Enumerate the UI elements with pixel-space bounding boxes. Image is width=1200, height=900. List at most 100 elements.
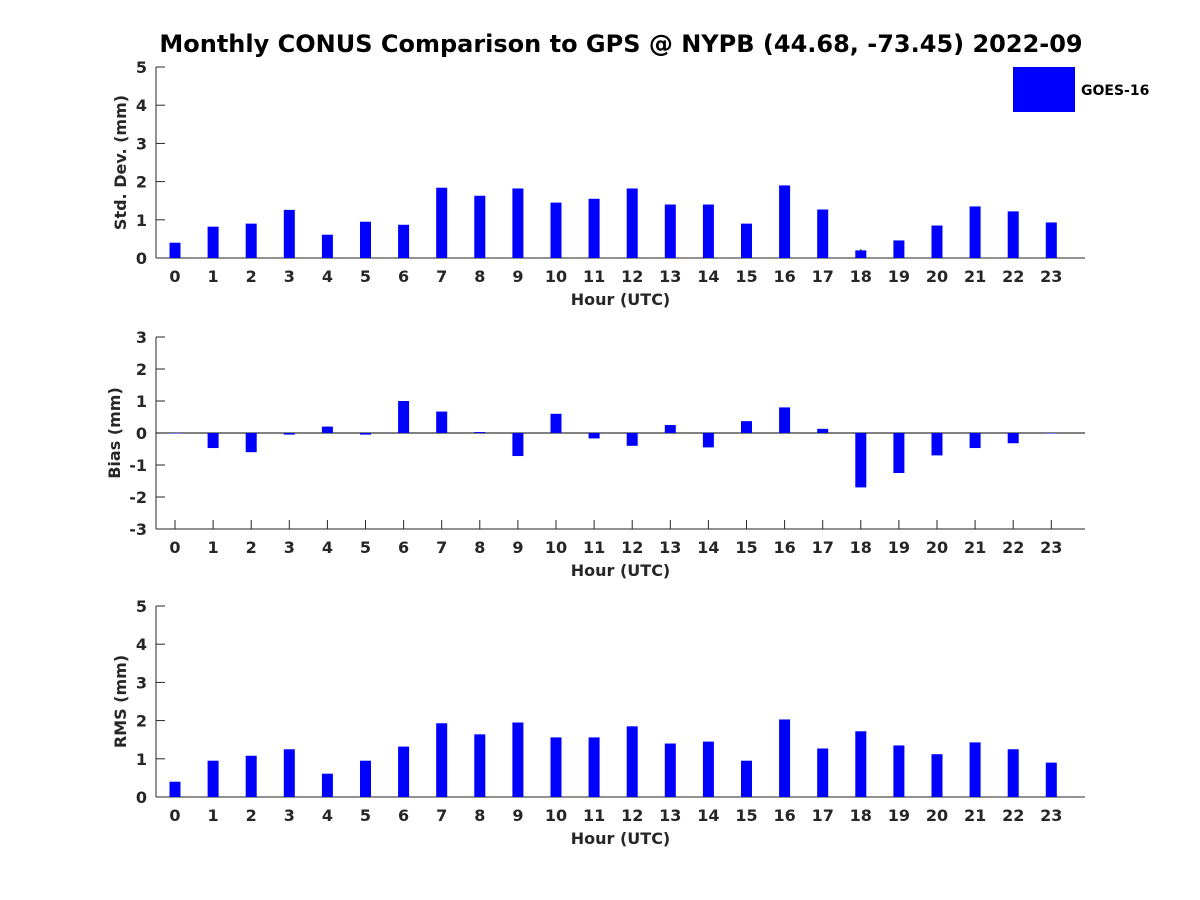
bar xyxy=(702,741,714,797)
x-tick-label: 4 xyxy=(322,267,333,286)
bar xyxy=(169,781,181,797)
x-tick-label: 18 xyxy=(850,538,872,557)
bar xyxy=(741,760,752,797)
bar xyxy=(474,734,486,797)
x-tick-label: 14 xyxy=(697,538,719,557)
bar xyxy=(626,188,638,258)
x-axis-label: Hour (UTC) xyxy=(571,829,671,848)
bar xyxy=(550,413,562,433)
bar xyxy=(207,433,219,449)
bar xyxy=(741,421,752,433)
x-tick-label: 6 xyxy=(398,806,409,825)
x-tick-label: 15 xyxy=(735,806,757,825)
bar xyxy=(283,749,295,797)
x-tick-label: 23 xyxy=(1040,538,1062,557)
x-tick-label: 18 xyxy=(850,267,872,286)
x-tick-label: 15 xyxy=(735,538,757,557)
bar xyxy=(169,433,181,434)
x-tick-label: 8 xyxy=(474,267,485,286)
x-tick-label: 14 xyxy=(697,267,719,286)
bar xyxy=(169,242,181,258)
bar xyxy=(512,188,524,258)
x-tick-label: 2 xyxy=(246,806,257,825)
bar xyxy=(245,755,257,797)
y-tick-label: 2 xyxy=(136,360,147,379)
bar xyxy=(207,226,219,258)
bar xyxy=(436,723,448,797)
x-tick-label: 22 xyxy=(1002,267,1024,286)
y-tick-label: 1 xyxy=(136,211,147,230)
y-tick-label: -2 xyxy=(129,488,147,507)
x-tick-label: 21 xyxy=(964,267,986,286)
bar xyxy=(1045,762,1057,797)
bar xyxy=(321,773,333,797)
x-tick-label: 17 xyxy=(812,806,834,825)
x-tick-label: 8 xyxy=(474,538,485,557)
bar xyxy=(245,223,257,258)
x-tick-label: 10 xyxy=(545,538,567,557)
y-axis-label: Bias (mm) xyxy=(105,387,124,479)
x-tick-label: 16 xyxy=(773,806,795,825)
bar xyxy=(626,433,638,446)
bar xyxy=(664,204,676,258)
bar xyxy=(321,426,333,433)
bar xyxy=(664,425,676,433)
bar xyxy=(588,737,600,797)
y-tick-label: 0 xyxy=(136,788,147,807)
x-tick-label: 10 xyxy=(545,806,567,825)
x-tick-label: 4 xyxy=(322,806,333,825)
bar xyxy=(360,760,371,797)
x-tick-label: 15 xyxy=(735,267,757,286)
bar xyxy=(1007,211,1019,258)
bar xyxy=(969,206,981,258)
bar xyxy=(360,433,371,435)
bar xyxy=(207,760,219,797)
x-tick-label: 9 xyxy=(512,267,523,286)
x-tick-label: 1 xyxy=(208,538,219,557)
x-tick-label: 4 xyxy=(322,538,333,557)
x-tick-label: 6 xyxy=(398,538,409,557)
x-tick-label: 0 xyxy=(169,806,180,825)
bar xyxy=(741,223,752,258)
x-tick-label: 0 xyxy=(169,267,180,286)
bar xyxy=(817,748,829,797)
bar xyxy=(398,224,410,258)
x-tick-label: 2 xyxy=(246,538,257,557)
x-tick-label: 21 xyxy=(964,806,986,825)
bar xyxy=(321,234,333,258)
y-tick-label: 4 xyxy=(136,96,147,115)
x-tick-label: 12 xyxy=(621,267,643,286)
bar xyxy=(817,428,829,433)
x-tick-label: 0 xyxy=(169,538,180,557)
y-tick-label: 5 xyxy=(136,58,147,77)
x-tick-label: 18 xyxy=(850,806,872,825)
bar xyxy=(969,742,981,797)
x-tick-label: 16 xyxy=(773,267,795,286)
bar xyxy=(931,754,943,797)
x-tick-label: 1 xyxy=(208,267,219,286)
x-tick-label: 20 xyxy=(926,538,948,557)
bar xyxy=(931,433,943,456)
y-tick-label: 2 xyxy=(136,173,147,192)
y-tick-label: -3 xyxy=(129,520,147,539)
x-tick-label: 8 xyxy=(474,806,485,825)
x-tick-label: 17 xyxy=(812,267,834,286)
bar xyxy=(779,719,791,797)
y-tick-label: 1 xyxy=(136,750,147,769)
x-tick-label: 7 xyxy=(436,538,447,557)
bar xyxy=(931,225,943,258)
bar xyxy=(436,411,448,433)
x-tick-label: 9 xyxy=(512,538,523,557)
y-tick-label: 0 xyxy=(136,249,147,268)
bar xyxy=(550,737,562,797)
bar xyxy=(626,726,638,797)
x-tick-label: 1 xyxy=(208,806,219,825)
bar xyxy=(779,407,791,433)
x-tick-label: 9 xyxy=(512,806,523,825)
y-tick-label: 0 xyxy=(136,424,147,443)
x-tick-label: 12 xyxy=(621,806,643,825)
x-tick-label: 13 xyxy=(659,538,681,557)
bar xyxy=(893,745,905,797)
x-tick-label: 21 xyxy=(964,538,986,557)
